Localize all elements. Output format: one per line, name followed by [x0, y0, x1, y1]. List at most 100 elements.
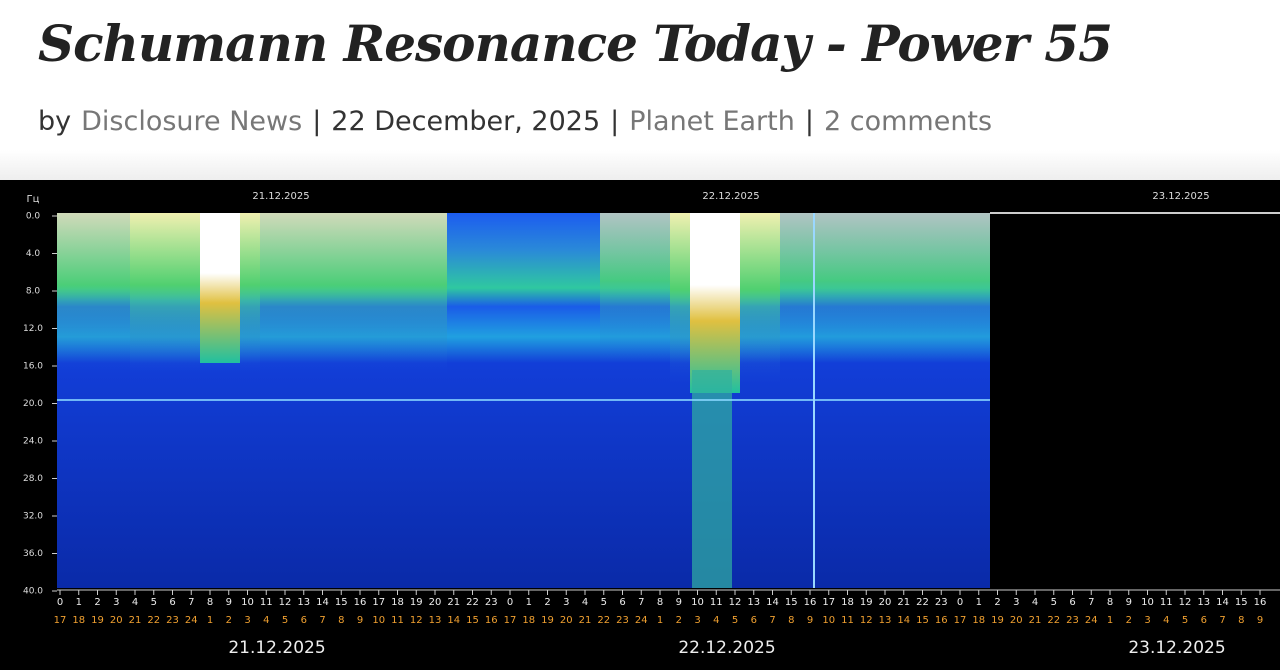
- hour-utc: 3: [1013, 597, 1019, 608]
- hour-local: 24: [1085, 615, 1098, 626]
- hour-local: 18: [972, 615, 985, 626]
- y-tick-label: 28.0: [23, 474, 43, 484]
- hour-utc: 10: [1141, 597, 1154, 608]
- hour-utc: 12: [1179, 597, 1192, 608]
- hour-utc: 2: [94, 597, 100, 608]
- hour-local: 8: [788, 615, 794, 626]
- hour-utc: 8: [657, 597, 663, 608]
- hour-local: 11: [841, 615, 854, 626]
- hour-utc: 21: [447, 597, 460, 608]
- hour-utc: 15: [335, 597, 348, 608]
- hour-utc: 7: [1088, 597, 1094, 608]
- hour-local: 4: [263, 615, 269, 626]
- hour-utc: 14: [316, 597, 329, 608]
- hour-utc: 23: [485, 597, 498, 608]
- hour-local: 16: [485, 615, 498, 626]
- hour-utc: 15: [785, 597, 798, 608]
- hour-local: 3: [244, 615, 250, 626]
- author-link[interactable]: Disclosure News: [81, 106, 303, 137]
- hour-local: 11: [391, 615, 404, 626]
- hour-utc: 4: [1032, 597, 1038, 608]
- hour-utc: 8: [1107, 597, 1113, 608]
- separator: |: [610, 106, 620, 137]
- hour-local: 20: [110, 615, 123, 626]
- hour-local: 17: [954, 615, 967, 626]
- byline: by Disclosure News | 22 December, 2025 |…: [38, 106, 992, 137]
- hour-local: 5: [1182, 615, 1188, 626]
- separator: |: [312, 106, 322, 137]
- hour-utc: 14: [1216, 597, 1229, 608]
- hour-utc: 9: [226, 597, 232, 608]
- hour-local: 21: [579, 615, 592, 626]
- hour-local: 23: [166, 615, 179, 626]
- hour-local: 19: [541, 615, 554, 626]
- hour-local: 23: [1066, 615, 1079, 626]
- hour-utc: 12: [279, 597, 292, 608]
- hour-utc: 21: [897, 597, 910, 608]
- hour-utc: 11: [260, 597, 273, 608]
- y-tick-label: 8.0: [26, 287, 41, 297]
- y-tick-label: 12.0: [23, 324, 43, 334]
- hour-utc: 17: [822, 597, 835, 608]
- category-link[interactable]: Planet Earth: [629, 106, 795, 137]
- hour-local: 10: [822, 615, 835, 626]
- y-tick-label: 32.0: [23, 512, 43, 522]
- hour-local: 9: [807, 615, 813, 626]
- hour-local: 24: [185, 615, 198, 626]
- hour-local: 5: [282, 615, 288, 626]
- hour-utc: 1: [526, 597, 532, 608]
- hour-utc: 10: [691, 597, 704, 608]
- hour-utc: 16: [354, 597, 367, 608]
- hour-local: 13: [429, 615, 442, 626]
- hour-local: 4: [713, 615, 719, 626]
- hour-local: 12: [410, 615, 423, 626]
- y-unit: Гц: [27, 194, 40, 205]
- hour-local: 17: [54, 615, 67, 626]
- hour-utc: 6: [169, 597, 175, 608]
- hour-local: 16: [935, 615, 948, 626]
- hour-local: 13: [879, 615, 892, 626]
- hour-local: 1: [657, 615, 663, 626]
- hour-utc: 5: [601, 597, 607, 608]
- spectrogram-plot: [57, 212, 1280, 588]
- hour-utc: 16: [804, 597, 817, 608]
- y-tick-label: 0.0: [26, 212, 41, 222]
- hour-utc: 7: [188, 597, 194, 608]
- hour-local: 22: [597, 615, 610, 626]
- hour-local: 14: [897, 615, 910, 626]
- hour-local: 1: [207, 615, 213, 626]
- bottom-date: 22.12.2025: [678, 638, 775, 658]
- hour-utc: 0: [57, 597, 63, 608]
- hour-utc: 12: [729, 597, 742, 608]
- hour-local: 1: [1107, 615, 1113, 626]
- hour-local: 17: [504, 615, 517, 626]
- hour-local: 20: [560, 615, 573, 626]
- hour-local: 21: [129, 615, 142, 626]
- top-date: 23.12.2025: [1152, 191, 1209, 202]
- hour-local: 10: [372, 615, 385, 626]
- hour-local: 9: [357, 615, 363, 626]
- top-date: 22.12.2025: [702, 191, 759, 202]
- hour-utc: 13: [297, 597, 310, 608]
- hour-local: 15: [916, 615, 929, 626]
- comments-link[interactable]: 2 comments: [823, 106, 993, 137]
- hour-local: 3: [1144, 615, 1150, 626]
- hour-utc: 0: [957, 597, 963, 608]
- hour-utc: 20: [879, 597, 892, 608]
- bottom-date: 23.12.2025: [1128, 638, 1225, 658]
- separator: |: [804, 106, 814, 137]
- hour-utc: 11: [710, 597, 723, 608]
- hour-utc: 0: [507, 597, 513, 608]
- hour-utc: 19: [410, 597, 423, 608]
- hour-utc: 3: [563, 597, 569, 608]
- hour-utc: 14: [766, 597, 779, 608]
- hour-local: 8: [1238, 615, 1244, 626]
- hour-utc: 4: [132, 597, 138, 608]
- hour-local: 21: [1029, 615, 1042, 626]
- hour-local: 2: [226, 615, 232, 626]
- hour-utc: 16: [1254, 597, 1267, 608]
- post-date: 22 December, 2025: [331, 106, 601, 137]
- hour-utc: 6: [1069, 597, 1075, 608]
- hour-local: 7: [1219, 615, 1225, 626]
